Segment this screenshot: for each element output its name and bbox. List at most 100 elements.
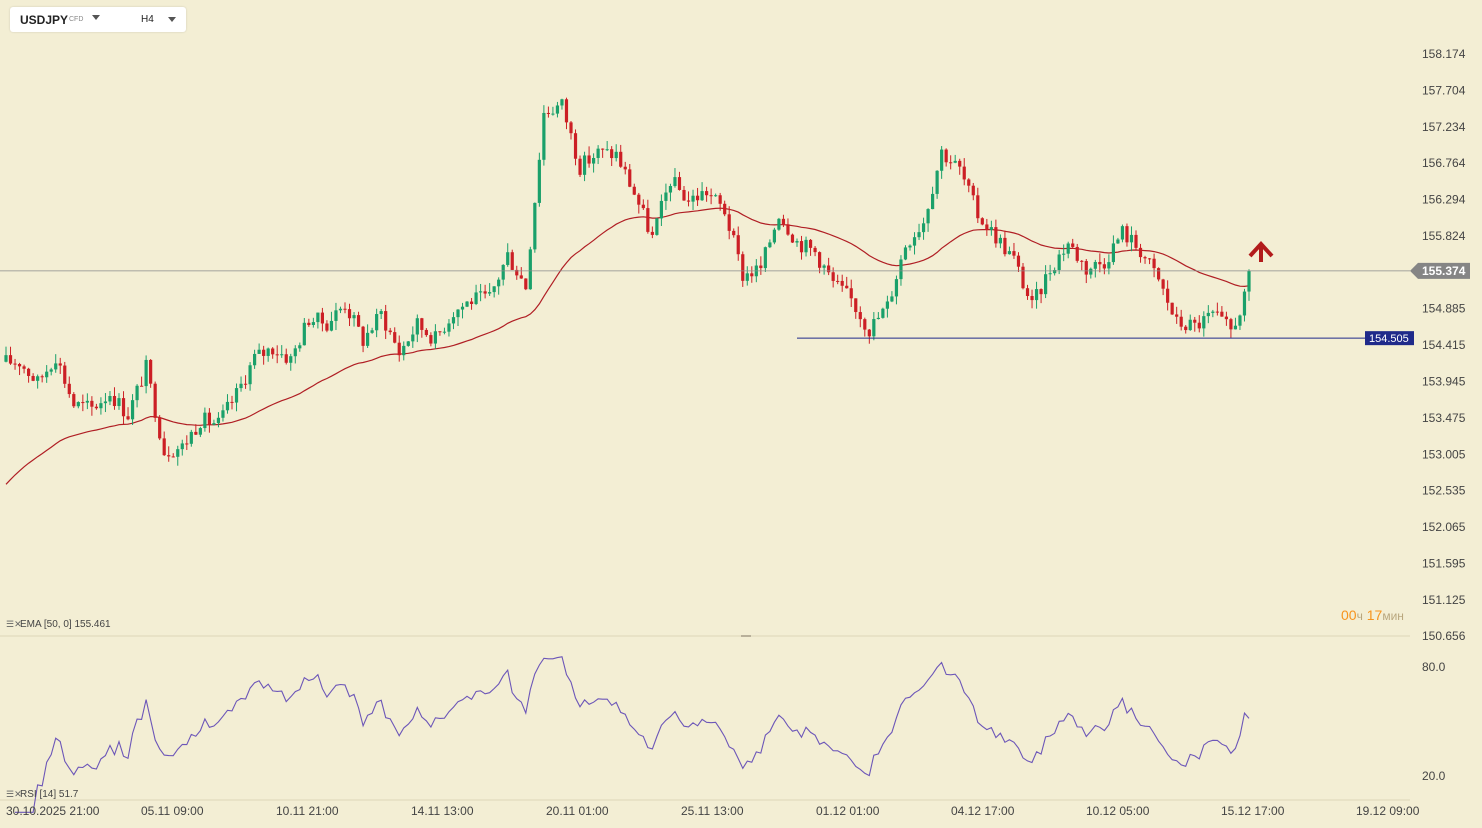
candle-body (334, 310, 338, 321)
candle-body (284, 354, 288, 363)
price-tick-label: 155.824 (1422, 229, 1466, 243)
candle-body (935, 170, 939, 194)
candle-body (980, 218, 984, 225)
candle-body (610, 149, 614, 159)
candle-body (22, 366, 26, 369)
candle-body (736, 235, 740, 255)
timeframe-label[interactable]: H4 (141, 14, 154, 25)
candle-body (212, 423, 216, 425)
symbol-dropdown-icon[interactable] (92, 15, 100, 20)
rsi-legend[interactable]: ☰✕RSI [14] 51.7 (6, 789, 78, 800)
time-tick-label: 01.12 01:00 (816, 804, 880, 818)
candle-body (650, 231, 654, 235)
candle-body (732, 230, 736, 236)
ema-label: EMA [50, 0] 155.461 (20, 619, 111, 630)
candle-body (524, 278, 528, 290)
candle-body (790, 234, 795, 243)
candle-body (307, 322, 311, 325)
candle-body (438, 331, 442, 333)
rsi-label: RSI [14] 51.7 (20, 789, 79, 800)
candle-body (347, 309, 352, 319)
candle-body (723, 203, 727, 215)
candle-body (555, 105, 560, 114)
candle-body (768, 242, 772, 248)
candle-body (1089, 268, 1093, 275)
candle-body (1102, 264, 1106, 269)
candle-body (1220, 311, 1224, 317)
candle-body (194, 431, 198, 435)
candle-body (4, 355, 8, 362)
candle-body (528, 249, 532, 290)
candle-body (230, 401, 234, 403)
price-tick-label: 154.415 (1422, 338, 1466, 352)
candle-body (76, 402, 80, 407)
candle-body (280, 354, 284, 356)
candle-body (1170, 302, 1174, 315)
candle-body (1066, 243, 1070, 254)
candle-body (673, 177, 677, 187)
candle-body (691, 195, 695, 202)
candle-body (1184, 326, 1188, 331)
candle-body (1116, 239, 1120, 244)
candle-body (352, 315, 356, 319)
candle-body (908, 245, 912, 248)
candle-body (587, 155, 591, 164)
candle-body (894, 279, 899, 297)
timeframe-dropdown-icon[interactable] (168, 17, 176, 22)
candle-body (488, 292, 492, 294)
candle-body (958, 160, 962, 167)
candle-body (311, 322, 315, 325)
candle-body (99, 403, 103, 409)
ema-line (5, 207, 1250, 485)
candle-body (81, 402, 85, 404)
current-price-badge (1410, 262, 1470, 279)
candle-body (411, 334, 415, 342)
candle-body (881, 308, 885, 318)
candle-body (1016, 255, 1021, 267)
candle-body (1179, 316, 1183, 327)
indicator-settings-icon[interactable]: ☰✕ (6, 789, 22, 799)
time-tick-label: 15.12 17:00 (1221, 804, 1285, 818)
candle-body (185, 443, 189, 445)
candle-body (628, 169, 632, 187)
candle-body (727, 214, 731, 231)
candle-body (293, 348, 297, 357)
indicator-settings-icon[interactable]: ☰✕ (6, 619, 22, 629)
candle-body (153, 383, 157, 418)
candle-body (1120, 226, 1125, 240)
time-tick-label: 10.11 21:00 (276, 804, 339, 818)
candle-body (1048, 273, 1052, 275)
ema-legend[interactable]: ☰✕EMA [50, 0] 155.461 (6, 619, 111, 630)
candle-body (180, 443, 184, 450)
candle-body (940, 149, 944, 171)
time-tick-label: 30.10.2025 21:00 (6, 804, 100, 818)
candle-body (659, 200, 663, 219)
candle-body (1111, 243, 1115, 263)
candle-body (1175, 314, 1179, 317)
candle-body (614, 151, 618, 159)
candle-body (320, 312, 324, 324)
candle-body (601, 148, 605, 150)
candle-body (456, 309, 460, 318)
candle-body (40, 376, 44, 378)
candle-body (171, 456, 175, 458)
candle-body (759, 265, 763, 269)
candle-body (677, 177, 682, 190)
candle-body (253, 353, 257, 366)
candle-body (655, 218, 659, 235)
symbol-name: USDJPY (20, 13, 69, 27)
time-tick-label: 20.11 01:00 (546, 804, 609, 818)
candle-body (112, 395, 117, 407)
candle-body (429, 335, 433, 344)
candle-body (338, 308, 343, 311)
candle-body (858, 312, 862, 320)
candle-body (1166, 288, 1170, 303)
symbol-selector[interactable]: USDJPY CFD H4 (10, 7, 186, 32)
candle-body (90, 400, 94, 407)
candle-body (818, 252, 822, 268)
candle-body (605, 149, 609, 151)
candle-body (1021, 266, 1025, 289)
candle-body (54, 363, 58, 370)
candle-body (36, 376, 40, 381)
